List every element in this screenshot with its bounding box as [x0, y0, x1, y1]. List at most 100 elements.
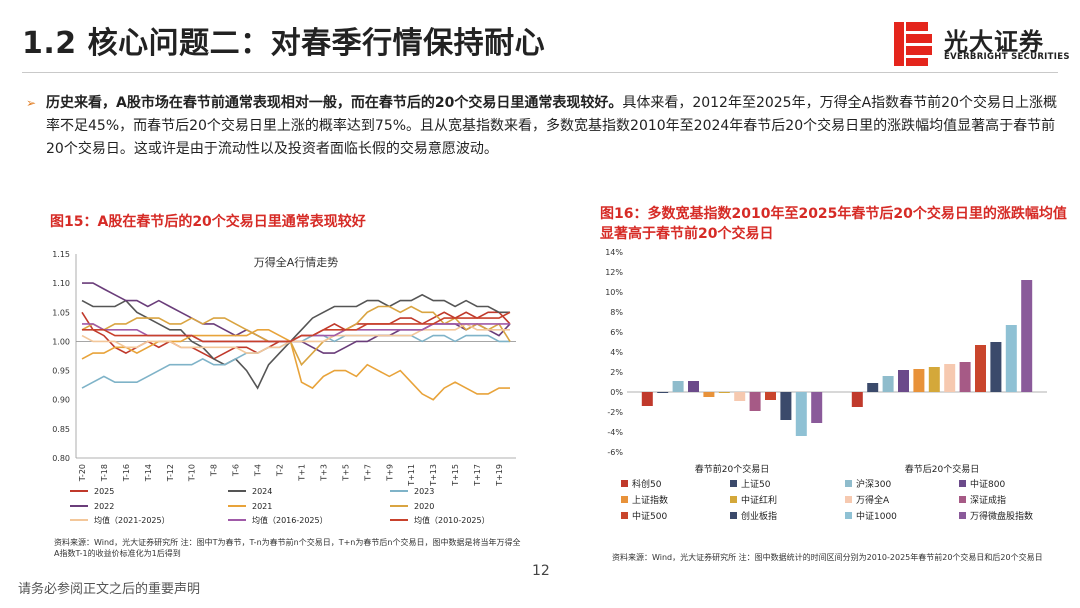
legend-swatch — [845, 496, 852, 503]
bar-深证成指 — [959, 362, 971, 392]
y-tick-label: 12% — [605, 268, 623, 277]
legend-label: 均值（2016-2025） — [252, 515, 328, 525]
legend-label: 中证800 — [970, 478, 1005, 490]
category-label: 春节后20个交易日 — [905, 463, 979, 475]
x-tick-label: T-10 — [188, 464, 197, 482]
y-tick-label: 14% — [605, 248, 623, 257]
legend-swatch — [621, 512, 628, 519]
legend-label: 中证红利 — [741, 494, 777, 506]
bullet-arrow-icon: ➢ — [26, 96, 37, 110]
bar-中证800 — [898, 370, 909, 392]
y-tick-label: 2% — [610, 368, 623, 377]
bar-中证1000 — [1005, 325, 1017, 392]
legend-label: 万得微盘股指数 — [970, 510, 1033, 522]
bar-深证成指 — [749, 392, 761, 411]
bar-上证指数 — [703, 392, 715, 397]
x-tick-label: T-18 — [100, 464, 109, 482]
legend-label: 上证指数 — [632, 494, 668, 506]
legend-label: 2020 — [414, 502, 434, 511]
legend-swatch — [959, 496, 966, 503]
x-tick-label: T+1 — [297, 464, 306, 482]
series-line-均值（2010-2025） — [82, 311, 511, 343]
chart-subtitle: 万得全A行情走势 — [254, 255, 339, 269]
bar-沪深300 — [882, 376, 894, 392]
bar-中证1000 — [795, 392, 807, 436]
y-tick-label: -6% — [607, 448, 623, 457]
bar-万得微盘股指数 — [811, 392, 823, 423]
legend-label: 2023 — [414, 487, 434, 496]
summary-bold: 历史来看，A股市场在春节前通常表现相对一般，而在春节后的20个交易日里通常表现较… — [46, 95, 623, 111]
x-tick-label: T-20 — [78, 464, 87, 482]
legend-swatch — [959, 480, 966, 487]
y-tick-label: 1.05 — [52, 308, 70, 317]
bar-上证指数 — [913, 369, 925, 392]
bar-中证500 — [765, 392, 776, 400]
brand-name-cn: 光大证券 — [944, 28, 1044, 56]
bar-创业板指 — [990, 342, 1002, 392]
y-tick-label: 0.90 — [52, 396, 70, 405]
legend-label: 中证500 — [632, 510, 667, 522]
bar-上证50 — [867, 383, 879, 392]
title-divider — [22, 72, 1058, 73]
legend-label: 中证1000 — [856, 510, 897, 522]
bar-中证800 — [688, 381, 699, 392]
y-tick-label: -4% — [607, 428, 623, 437]
figure15-title: 图15：A股在春节后的20个交易日里通常表现较好 — [50, 214, 366, 230]
figure15-source: 资料来源：Wind，光大证券研究所 注：图中T为春节，T-n为春节前n个交易日，… — [54, 538, 521, 558]
page-title: 1.2 核心问题二：对春季行情保持耐心 — [22, 26, 546, 61]
legend-swatch — [621, 480, 628, 487]
legend-swatch — [730, 480, 737, 487]
brand-logo: 光大证券 EVERBRIGHT SECURITIES — [892, 20, 1070, 68]
bar-沪深300 — [672, 381, 684, 392]
x-tick-label: T-14 — [144, 464, 153, 482]
y-tick-label: -2% — [607, 408, 623, 417]
series-line-均值（2021-2025） — [81, 322, 510, 354]
x-tick-label: T+13 — [429, 464, 438, 487]
x-tick-label: T+9 — [385, 464, 394, 482]
bar-万得微盘股指数 — [1021, 280, 1033, 392]
y-tick-label: 4% — [610, 348, 623, 357]
legend-label: 2024 — [252, 487, 272, 496]
legend-swatch — [621, 496, 628, 503]
x-tick-label: T+15 — [451, 464, 460, 487]
y-tick-label: 1.10 — [52, 279, 70, 288]
y-tick-label: 8% — [610, 308, 623, 317]
legend-label: 2021 — [252, 502, 272, 511]
legend-swatch — [845, 512, 852, 519]
legend-swatch — [959, 512, 966, 519]
x-tick-label: T-6 — [232, 464, 241, 477]
summary-rest: 具体来看，2012年至2025年，万得全A指数春节前20个交易日上涨概率不足45… — [46, 95, 1057, 157]
legend-label: 上证50 — [741, 479, 771, 490]
bar-科创50 — [641, 392, 653, 406]
bar-中证500 — [975, 345, 986, 392]
figure16-source: 资料来源：Wind，光大证券研究所 注：图中数据统计的时间区间分别为2010-2… — [612, 553, 1043, 562]
bar-科创50 — [851, 392, 863, 407]
summary-paragraph: ➢ 历史来看，A股市场在春节前通常表现相对一般，而在春节后的20个交易日里通常表… — [26, 92, 1062, 161]
bar-chart: -6% -4% -2% 0% 2% 4% 6% 8% 10% 12% 14% 春节前20个交易日 春节后… — [605, 248, 1047, 522]
bar-万得全A — [734, 392, 746, 401]
y-tick-label: 1.00 — [52, 337, 70, 346]
y-tick-label: 0.95 — [52, 367, 70, 376]
x-tick-label: T-8 — [210, 464, 219, 477]
x-tick-label: T+17 — [473, 464, 482, 487]
legend-label: 2022 — [94, 502, 114, 511]
y-tick-label: 1.15 — [52, 250, 70, 259]
brand-name-en: EVERBRIGHT SECURITIES — [944, 52, 1070, 62]
legend-label: 2025 — [94, 487, 114, 496]
legend-label: 万得全A — [856, 494, 890, 506]
y-tick-label: 0% — [610, 388, 623, 397]
x-tick-label: T+3 — [319, 464, 328, 482]
legend-label: 均值（2021-2025） — [94, 515, 170, 525]
legend-label: 深证成指 — [970, 494, 1006, 506]
x-tick-label: T+5 — [341, 464, 350, 482]
bar-中证红利 — [928, 367, 940, 392]
x-tick-label: T+11 — [407, 464, 416, 487]
legend-label: 科创50 — [632, 478, 662, 490]
page-number: 12 — [532, 563, 550, 579]
y-tick-label: 6% — [610, 328, 623, 337]
legend-swatch — [730, 512, 737, 519]
line-chart: 万得全A行情走势 0.80 0.85 0.90 0.95 1.00 1.05 1.10 1.15… — [52, 250, 516, 525]
figure16-title: 图16：多数宽基指数2010年至2025年春节后20个交易日里的涨跌幅均值显著高… — [600, 206, 1067, 242]
x-tick-label: T+19 — [495, 464, 504, 487]
legend-swatch — [730, 496, 737, 503]
